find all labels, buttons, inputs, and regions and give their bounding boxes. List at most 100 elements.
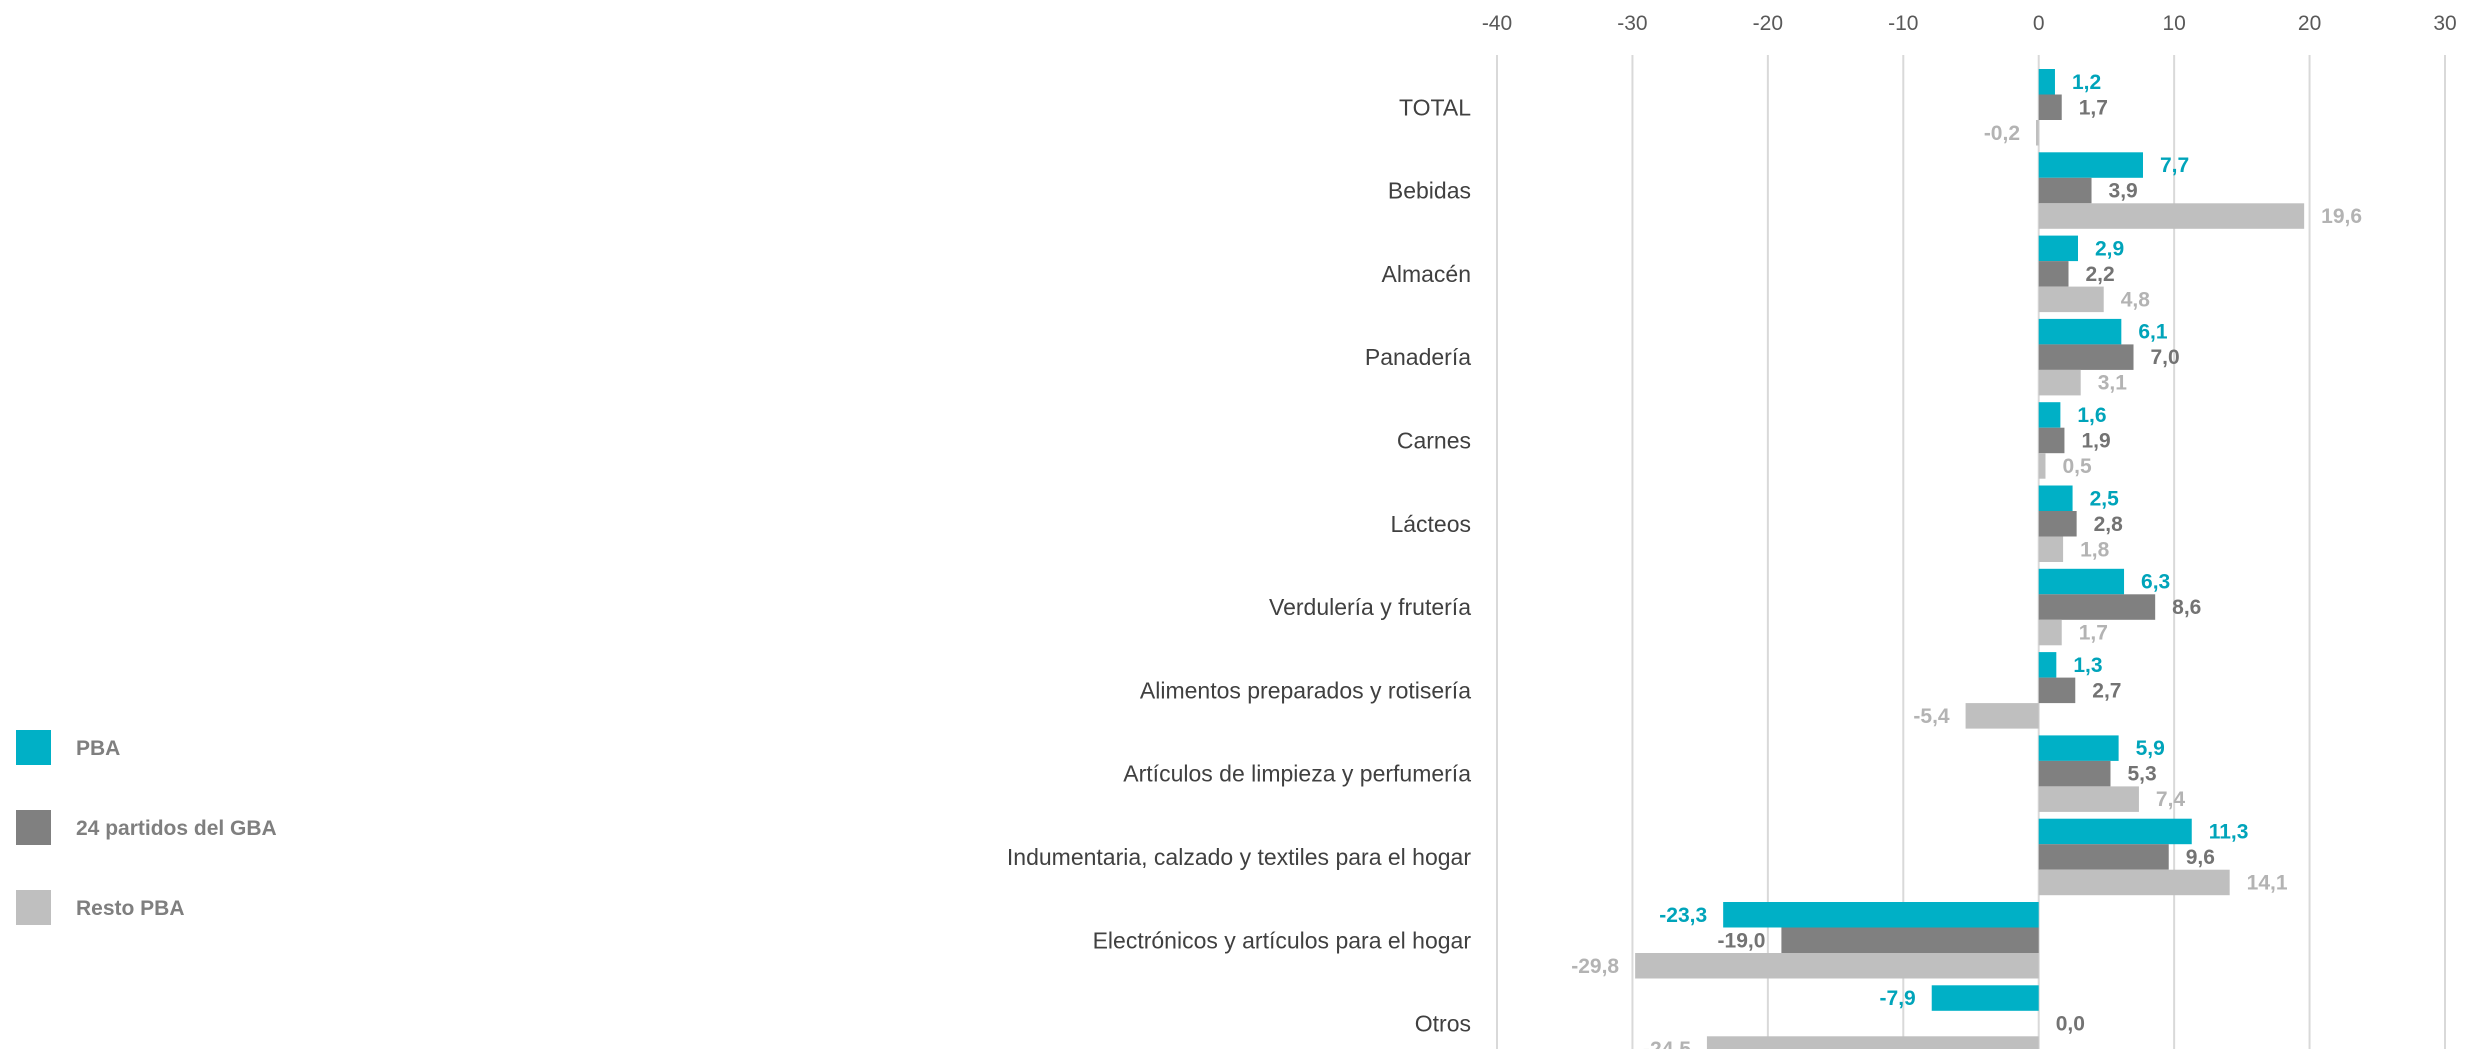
bar-24-partidos-del-gba (2038, 261, 2069, 287)
x-tick-label: -30 (1617, 12, 1647, 35)
data-label: -0,2 (1984, 122, 2020, 145)
category-label: Indumentaria, calzado y textiles para el… (1007, 844, 1471, 870)
bar-24-partidos-del-gba (2038, 844, 2169, 870)
category-label: Carnes (1397, 427, 1471, 453)
data-label: 9,6 (2186, 846, 2215, 869)
bar-resto-pba (1965, 703, 2039, 729)
bar-24-partidos-del-gba (2038, 677, 2076, 704)
data-label: 5,9 (2136, 737, 2165, 760)
data-label: 6,3 (2141, 571, 2170, 594)
bar-pba (2038, 152, 2143, 178)
data-label: 2,5 (2090, 487, 2120, 510)
data-label: 6,1 (2138, 321, 2168, 344)
legend-swatch (16, 810, 51, 845)
x-tick-label: 10 (2162, 12, 2185, 35)
bars (1635, 69, 2305, 1049)
x-axis-ticks: -40 -30 -20 -10 0 10 20 30 (1482, 12, 2457, 35)
bar-24-partidos-del-gba (2038, 94, 2062, 120)
bar-resto-pba (1706, 1036, 2039, 1049)
data-label: 2,2 (2086, 263, 2115, 286)
data-label: 1,8 (2080, 538, 2110, 561)
data-label: 1,3 (2073, 654, 2102, 677)
category-label: Artículos de limpieza y perfumería (1123, 761, 1471, 787)
category-label: Panadería (1365, 344, 1471, 370)
legend-label: 24 partidos del GBA (76, 817, 277, 840)
legend-swatch (16, 890, 51, 925)
category-label: Almacén (1382, 261, 1471, 287)
bar-pba (2038, 69, 2055, 95)
x-tick-label: 20 (2298, 12, 2321, 35)
x-tick-label: -40 (1482, 12, 1512, 35)
bar-24-partidos-del-gba (2038, 344, 2134, 370)
data-label: 7,7 (2160, 154, 2189, 177)
data-label: 19,6 (2321, 205, 2362, 228)
x-tick-label: -10 (1888, 12, 1918, 35)
data-label: 5,3 (2127, 763, 2156, 786)
category-labels: TOTAL Bebidas Almacén Panadería Carnes Lácteo… (1007, 94, 1471, 1036)
data-label: 7,0 (2151, 346, 2180, 369)
data-label: -24,5 (1643, 1038, 1691, 1049)
bar-24-partidos-del-gba (2038, 177, 2092, 204)
bar-24-partidos-del-gba (2038, 427, 2065, 454)
data-label: 3,1 (2098, 372, 2128, 395)
data-label: 0,5 (2062, 455, 2092, 478)
category-label: Otros (1415, 1011, 1471, 1037)
data-labels: 1,21,7-0,27,73,919,62,92,24,86,17,03,11,… (1571, 71, 2362, 1049)
legend-label: PBA (76, 737, 120, 760)
data-label: 8,6 (2172, 596, 2201, 619)
bar-pba (2038, 818, 2192, 845)
data-label: 4,8 (2121, 288, 2151, 311)
category-label: Alimentos preparados y rotisería (1140, 677, 1471, 703)
bar-pba (2038, 485, 2073, 511)
data-label: -5,4 (1913, 705, 1950, 728)
bar-pba (2038, 568, 2125, 595)
bar-resto-pba (2038, 286, 2104, 313)
bar-resto-pba (2038, 869, 2230, 896)
data-label: 2,8 (2094, 513, 2124, 536)
bar-resto-pba (2036, 120, 2039, 146)
data-label: 1,9 (2081, 429, 2110, 452)
bar-24-partidos-del-gba (2038, 594, 2156, 620)
bar-resto-pba (2038, 453, 2046, 479)
bar-pba (2038, 318, 2122, 345)
data-label: 0,0 (2056, 1013, 2085, 1036)
bar-pba (2038, 735, 2119, 761)
x-tick-label: 30 (2433, 12, 2456, 35)
bar-pba (2038, 652, 2057, 678)
legend-label: Resto PBA (76, 897, 185, 920)
bar-24-partidos-del-gba (1781, 927, 2039, 953)
data-label: 1,6 (2077, 404, 2106, 427)
data-label: -7,9 (1880, 987, 1916, 1010)
bar-resto-pba (1635, 953, 2039, 979)
category-label: Electrónicos y artículos para el hogar (1093, 927, 1472, 953)
bar-resto-pba (2038, 619, 2062, 646)
bar-resto-pba (2038, 203, 2305, 229)
data-label: 1,7 (2079, 622, 2108, 645)
data-label: 2,7 (2092, 679, 2121, 702)
bar-pba (2038, 402, 2061, 428)
bar-resto-pba (2038, 369, 2081, 396)
legend-swatch (16, 730, 51, 765)
data-label: 3,9 (2109, 180, 2138, 203)
data-label: 1,7 (2079, 96, 2108, 119)
x-tick-label: 0 (2033, 12, 2045, 35)
bar-pba (1931, 985, 2039, 1011)
category-label: Verdulería y frutería (1269, 594, 1471, 620)
data-label: 2,9 (2095, 237, 2124, 260)
x-tick-label: -20 (1753, 12, 1783, 35)
data-label: 11,3 (2209, 820, 2249, 843)
category-label: TOTAL (1399, 94, 1471, 120)
category-label: Lácteos (1390, 511, 1471, 537)
bar-pba (1723, 902, 2039, 928)
bar-resto-pba (2038, 536, 2064, 562)
data-label: -23,3 (1659, 904, 1707, 927)
bar-24-partidos-del-gba (2038, 511, 2077, 537)
data-label: -19,0 (1718, 929, 1766, 952)
legend: PBA 24 partidos del GBA Resto PBA (16, 730, 277, 925)
data-label: 14,1 (2247, 871, 2288, 894)
data-label: -29,8 (1571, 955, 1619, 978)
bar-pba (2038, 235, 2078, 262)
data-label: 1,2 (2072, 71, 2101, 94)
